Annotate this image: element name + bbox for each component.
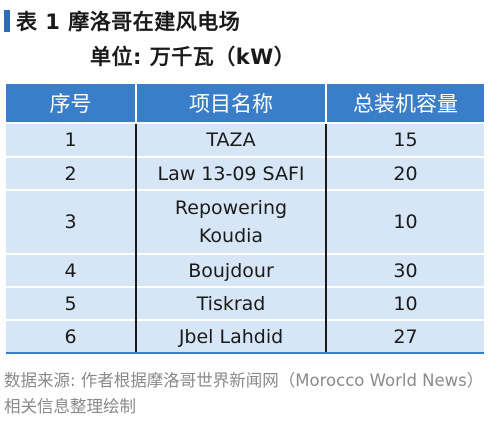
table-row: 4 Boujdour 30 xyxy=(6,253,484,287)
row-project-name: Tiskrad xyxy=(136,286,327,320)
title-row: 表 1 摩洛哥在建风电场 xyxy=(4,6,484,36)
row-capacity: 30 xyxy=(326,253,484,287)
project-name-line: Repowering xyxy=(174,197,288,219)
table-title: 表 1 摩洛哥在建风电场 xyxy=(16,10,241,34)
project-name-line: Jbel Lahdid xyxy=(178,325,284,348)
title-accent-bar xyxy=(4,10,10,32)
row-index: 5 xyxy=(6,286,137,320)
row-capacity: 27 xyxy=(326,319,484,354)
unit-label: 单位: 万千瓦（kW） xyxy=(90,45,296,69)
project-name-line: Boujdour xyxy=(188,259,274,282)
row-index: 6 xyxy=(6,319,137,354)
table-row: 6 Jbel Lahdid 27 xyxy=(6,319,484,354)
wind-farm-table: 序号 项目名称 总装机容量 1 TAZA 15 2 Law 13-09 SAFI… xyxy=(6,84,484,354)
header-project-name: 项目名称 xyxy=(136,84,327,123)
project-name-line: TAZA xyxy=(206,129,256,151)
table-body: 1 TAZA 15 2 Law 13-09 SAFI 20 3 Repoweri… xyxy=(6,122,484,354)
header-row: 序号 项目名称 总装机容量 xyxy=(6,84,484,123)
header-index: 序号 xyxy=(6,84,137,123)
row-capacity: 20 xyxy=(326,156,484,190)
row-index: 3 xyxy=(6,189,137,254)
row-project-name: Repowering Koudia xyxy=(136,189,327,254)
project-name-line: Law 13-09 SAFI xyxy=(157,162,305,185)
row-index: 1 xyxy=(6,122,137,157)
row-capacity: 15 xyxy=(326,122,484,157)
table-row: 1 TAZA 15 xyxy=(6,122,484,157)
row-index: 4 xyxy=(6,253,137,287)
row-index: 2 xyxy=(6,156,137,190)
header-capacity: 总装机容量 xyxy=(326,84,484,123)
row-capacity: 10 xyxy=(326,286,484,320)
row-project-name: Boujdour xyxy=(136,253,327,287)
table-header: 序号 项目名称 总装机容量 xyxy=(6,84,484,123)
table-row: 3 Repowering Koudia 10 xyxy=(6,189,484,254)
row-project-name: TAZA xyxy=(136,122,327,157)
project-name-line: Koudia xyxy=(198,225,264,247)
row-project-name: Jbel Lahdid xyxy=(136,319,327,354)
row-project-name: Law 13-09 SAFI xyxy=(136,156,327,190)
table-caption: 表 1 摩洛哥在建风电场 单位: 万千瓦（kW） xyxy=(4,6,484,72)
table-row: 5 Tiskrad 10 xyxy=(6,286,484,320)
row-capacity: 10 xyxy=(326,189,484,254)
table-row: 2 Law 13-09 SAFI 20 xyxy=(6,156,484,190)
source-note: 数据来源: 作者根据摩洛哥世界新闻网（Morocco World News）相关… xyxy=(4,371,484,416)
project-name-line: Tiskrad xyxy=(196,292,266,315)
